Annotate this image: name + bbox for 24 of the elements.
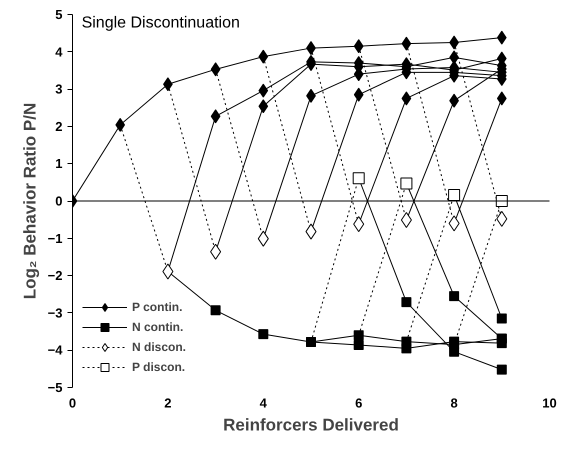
y-tick-label: 2 xyxy=(55,118,63,134)
x-tick-label: 4 xyxy=(260,396,268,410)
legend-label: N discon. xyxy=(132,339,186,356)
y-tick-label: 5 xyxy=(55,7,63,22)
y-tick-label: −4 xyxy=(48,342,64,358)
y-tick-label: 1 xyxy=(55,156,63,172)
y-tick-label: −3 xyxy=(48,305,63,320)
legend-label: P contin. xyxy=(132,299,182,316)
x-tick-label: 10 xyxy=(542,396,557,410)
x-tick-label: 8 xyxy=(450,396,458,410)
y-tick-label: −5 xyxy=(48,380,63,395)
y-tick-label: 4 xyxy=(55,44,64,60)
x-tick-label: 6 xyxy=(355,396,362,410)
x-tick-label: 2 xyxy=(164,396,172,410)
y-tick-label: 3 xyxy=(55,82,63,97)
y-tick-label: −1 xyxy=(48,230,63,246)
y-axis-title: Log₂ Behavior Ratio P/N xyxy=(20,102,40,300)
chart-title: Single Discontinuation xyxy=(82,14,240,32)
y-tick-label: −2 xyxy=(48,268,63,284)
legend-label: P discon. xyxy=(132,359,186,376)
legend-label: N contin. xyxy=(132,319,184,336)
x-tick-label: 0 xyxy=(68,396,76,410)
x-axis-title: Reinforcers Delivered xyxy=(223,416,399,434)
y-tick-label: 0 xyxy=(55,194,63,208)
